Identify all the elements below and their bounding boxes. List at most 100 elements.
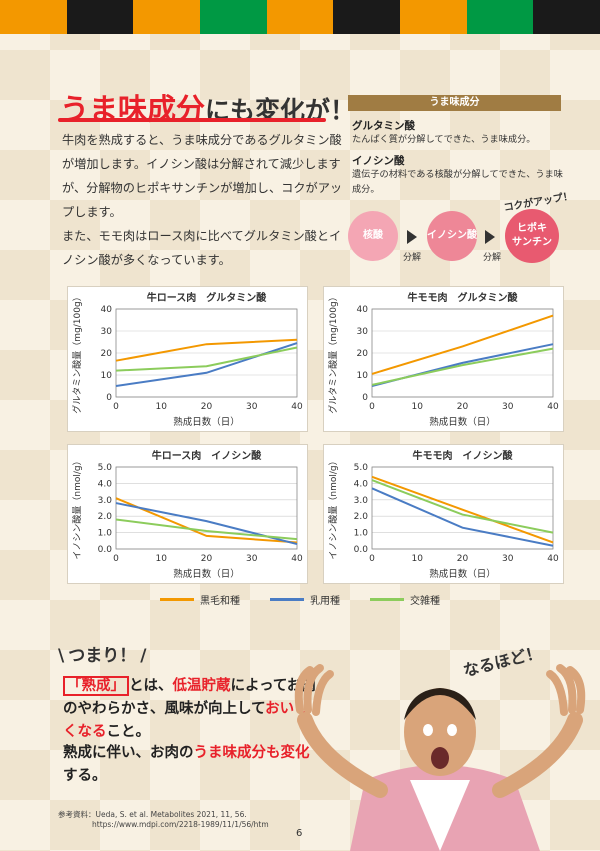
y-tick-label: 2.0 [98, 512, 113, 522]
x-tick-label: 0 [369, 554, 375, 564]
reference-line: 参考資料：Ueda, S. et al. Metabolites 2021, 1… [58, 810, 247, 819]
chart-title: 牛ロース肉 イノシン酸 [152, 449, 262, 462]
y-tick-label: 30 [101, 327, 113, 337]
series-line-3 [115, 518, 298, 541]
arrow-right-icon [407, 230, 417, 244]
chart-title: 牛ロース肉 グルタミン酸 [147, 291, 267, 304]
x-tick-label: 0 [113, 402, 119, 412]
x-axis-label: 熟成日数（日） [429, 416, 496, 428]
series-line-3 [115, 346, 298, 372]
x-axis-label: 熟成日数（日） [173, 568, 240, 580]
x-tick-label: 10 [412, 554, 424, 564]
y-tick-label: 0 [106, 393, 112, 403]
legend-swatch [370, 598, 404, 601]
legend-item: 乳用種 [270, 592, 340, 607]
conclusion-heading-text: つまり！ [68, 646, 137, 666]
x-tick-label: 10 [412, 402, 424, 412]
y-tick-label: 30 [357, 327, 369, 337]
burst-icon: / [140, 646, 147, 666]
x-tick-label: 30 [246, 402, 258, 412]
x-tick-label: 40 [547, 402, 559, 412]
y-axis-label: グルタミン酸量（mg/100g） [327, 292, 339, 413]
chart-round-inosinic: 牛モモ肉 イノシン酸 0.0 1.0 2.0 3.0 4.0 5.0 0 10 20 30 40 熟成日… [323, 444, 564, 584]
intro-text: 牛肉を熟成すると、うま味成分であるグルタミン酸が増加します。イノシン酸は分解され… [62, 128, 347, 272]
y-axis-label: イノシン酸量（nmol/g） [328, 456, 339, 559]
x-tick-label: 40 [291, 554, 303, 564]
x-tick-label: 20 [201, 402, 213, 412]
y-tick-label: 5.0 [354, 463, 369, 473]
x-tick-label: 30 [246, 554, 258, 564]
series-line-2 [115, 342, 298, 387]
circle-label: イノシン酸 [427, 230, 477, 241]
x-tick-label: 10 [156, 554, 168, 564]
series-line-1 [371, 314, 554, 375]
decompose-label-1: 分解 [403, 253, 422, 263]
x-tick-label: 0 [113, 554, 119, 564]
y-tick-label: 2.0 [354, 512, 369, 522]
reference: 参考資料：Ueda, S. et al. Metabolites 2021, 1… [58, 810, 269, 830]
circle-nucleic-acid: 核酸 [348, 211, 398, 261]
term-jukusei: 「熟成」 [63, 676, 129, 696]
series-line-1 [371, 475, 554, 544]
chart-sirloin-inosinic: 牛ロース肉 イノシン酸 0.0 1.0 2.0 3.0 4.0 5.0 0 10 20 30 40 熟成… [67, 444, 308, 584]
x-tick-label: 40 [291, 402, 303, 412]
chart-round-glutamic: 牛モモ肉 グルタミン酸 0 10 20 30 40 0 10 20 30 40 熟成日数（日） グルタミ… [323, 286, 564, 432]
chart-title: 牛モモ肉 グルタミン酸 [408, 291, 519, 304]
chart-legend: 黒毛和種 乳用種 交雑種 [0, 592, 600, 607]
y-tick-label: 10 [101, 371, 113, 381]
y-tick-label: 0.0 [98, 545, 113, 555]
intro-paragraph-1: 牛肉を熟成すると、うま味成分であるグルタミン酸が増加します。イノシン酸は分解され… [62, 133, 343, 219]
x-tick-label: 20 [457, 554, 469, 564]
series-line-2 [371, 487, 554, 547]
y-tick-label: 4.0 [98, 479, 113, 489]
x-tick-label: 40 [547, 554, 559, 564]
y-tick-label: 5.0 [98, 463, 113, 473]
series-line-3 [371, 347, 554, 386]
series-line-1 [115, 497, 298, 544]
series-line-1 [115, 338, 298, 362]
plot-frame [371, 308, 554, 398]
y-tick-label: 20 [101, 349, 113, 359]
x-tick-label: 20 [201, 554, 213, 564]
conclusion-text-2: 熟成に伴い、お肉のうま味成分も変化する。 [63, 742, 323, 788]
y-tick-label: 10 [357, 371, 369, 381]
y-tick-label: 0.0 [354, 545, 369, 555]
y-tick-label: 40 [101, 305, 113, 315]
conclusion-fragment: こと。 [106, 724, 151, 740]
arrow-right-icon [485, 230, 495, 244]
circle-label: 核酸 [363, 230, 383, 241]
chart-title: 牛モモ肉 イノシン酸 [413, 449, 514, 462]
x-tick-label: 30 [502, 554, 514, 564]
term-inosinic-acid: イノシン酸 [352, 155, 405, 167]
conclusion-fragment: とは、 [129, 678, 173, 694]
legend-item: 交雑種 [370, 592, 440, 607]
sidebar-heading: うま味成分 [348, 95, 561, 111]
decorative-top-band [0, 0, 600, 34]
x-axis-label: 熟成日数（日） [429, 568, 496, 580]
term-glutamic-desc: たんぱく質が分解してできた、うま味成分。 [352, 134, 536, 145]
plot-frame [371, 466, 554, 550]
page-number: 6 [296, 828, 303, 839]
x-tick-label: 10 [156, 402, 168, 412]
conclusion-fragment: によってお肉のやわらかさ、風味が向上して [63, 678, 316, 717]
y-tick-label: 1.0 [354, 529, 369, 539]
y-tick-label: 3.0 [98, 496, 113, 506]
conclusion-text: 「熟成」 とは、低温貯蔵によってお肉のやわらかさ、風味が向上しておいしくなること。 [63, 675, 323, 744]
y-tick-label: 1.0 [98, 529, 113, 539]
intro-paragraph-2: また、モモ肉はロース肉に比べてグルタミン酸とイノシン酸が多くなっています。 [62, 229, 342, 267]
conclusion-highlight: 低温貯蔵 [172, 678, 231, 694]
y-tick-label: 40 [357, 305, 369, 315]
term-inosinic-desc: 遺伝子の材料である核酸が分解してできた、うま味成分。 [352, 169, 563, 195]
term-glutamic-acid: グルタミン酸 [352, 120, 415, 132]
y-tick-label: 0 [362, 393, 368, 403]
y-tick-label: 3.0 [354, 496, 369, 506]
x-axis-label: 熟成日数（日） [173, 416, 240, 428]
plot-frame [115, 308, 298, 398]
series-line-3 [371, 479, 554, 534]
conclusion-heading: \ つまり！ / [58, 641, 146, 666]
y-axis-label: イノシン酸量（nmol/g） [72, 456, 83, 559]
person-photo [294, 664, 586, 851]
reference-line: https://www.mdpi.com/2218-1989/11/1/56/h… [92, 820, 269, 829]
title-underline [58, 118, 326, 122]
